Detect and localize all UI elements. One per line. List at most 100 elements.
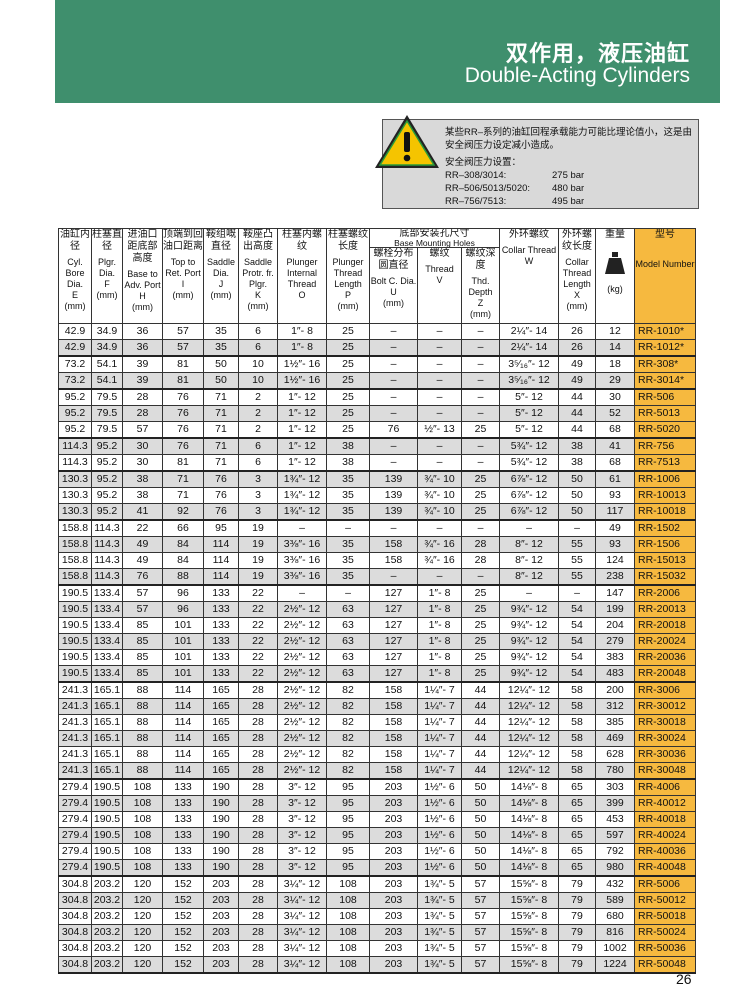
column-header: 型号 Model Number <box>634 228 696 324</box>
table-cell: 133 <box>203 584 239 602</box>
table-cell: 238 <box>595 568 635 586</box>
table-cell: 483 <box>595 665 635 683</box>
table-cell: 130.3 <box>58 503 92 521</box>
model-number-cell: RR-1502 <box>634 519 696 537</box>
table-cell: 49 <box>558 355 596 373</box>
table-cell: 158 <box>369 730 418 747</box>
table-cell: 84 <box>162 552 204 569</box>
table-cell: 203 <box>369 908 418 925</box>
table-cell: 38 <box>326 437 370 455</box>
table-cell: 114 <box>203 568 239 586</box>
table-cell: 76 <box>122 568 163 586</box>
table-row: 158.8 114.3 22 66 95 19– – – – – – –49 RR-1502 <box>58 519 696 537</box>
table-cell: 28 <box>238 956 278 974</box>
table-cell: 114 <box>162 714 204 731</box>
table-cell: 304.8 <box>58 956 92 974</box>
table-cell: 279.4 <box>58 811 92 828</box>
table-cell: 50 <box>558 470 596 488</box>
table-cell: 58 <box>558 746 596 763</box>
table-cell: 1¾″- 5 <box>417 956 462 974</box>
table-cell: 28 <box>238 843 278 860</box>
table-cell: 54 <box>558 617 596 634</box>
table-cell: 81 <box>162 355 204 373</box>
model-number-cell: RR-30036 <box>634 746 696 763</box>
table-cell: 6 <box>238 454 278 472</box>
table-cell: 165.1 <box>91 746 123 763</box>
table-cell: 25 <box>461 421 500 439</box>
table-cell: 453 <box>595 811 635 828</box>
table-cell: 79.5 <box>91 388 123 406</box>
table-cell: 50 <box>461 778 500 796</box>
table-cell: 57 <box>461 892 500 909</box>
column-header: 进油口距底部高度 Base to Adv. Port H (mm) <box>122 228 163 324</box>
table-cell: 114.3 <box>91 519 123 537</box>
table-cell: 190 <box>203 795 239 812</box>
table-cell: 158 <box>369 746 418 763</box>
table-cell: 58 <box>558 698 596 715</box>
table-cell: 12¼″- 12 <box>499 714 559 731</box>
table-cell: 66 <box>162 519 204 537</box>
table-cell: 108 <box>122 859 163 877</box>
table-cell: 816 <box>595 924 635 941</box>
table-cell: 1″- 12 <box>277 388 327 406</box>
table-cell: 76 <box>162 421 204 439</box>
table-row: 304.8 203.2 120 152 203 28 3¼″- 12 108 203 1¾″- 5… <box>58 940 696 957</box>
table-row: 190.5 133.4 57 96 133 22 2½″- 12 63 127 1″- 8 25 9¾… <box>58 601 696 618</box>
table-cell: 152 <box>162 940 204 957</box>
table-cell: 203 <box>369 940 418 957</box>
table-cell: 25 <box>461 487 500 504</box>
table-cell: 3¼″- 12 <box>277 908 327 925</box>
column-header: 螺栓分布圆直径 Bolt C. Dia. U (mm) <box>369 247 418 324</box>
table-cell: 165 <box>203 746 239 763</box>
table-cell: 65 <box>558 859 596 877</box>
warning-triangle-icon <box>375 115 439 168</box>
table-cell: 2½″- 12 <box>277 762 327 780</box>
table-cell: – <box>461 568 500 586</box>
model-number-cell: RR-3006 <box>634 681 696 699</box>
model-number-cell: RR-50036 <box>634 940 696 957</box>
table-cell: 203 <box>369 956 418 974</box>
table-cell: 5¾″- 12 <box>499 454 559 472</box>
table-cell: 19 <box>238 568 278 586</box>
table-cell: 279 <box>595 633 635 650</box>
table-cell: 165 <box>203 698 239 715</box>
table-cell: 58 <box>558 681 596 699</box>
table-cell: 76 <box>162 388 204 406</box>
table-cell: 38 <box>122 470 163 488</box>
table-cell: 120 <box>122 956 163 974</box>
table-cell: 114 <box>162 698 204 715</box>
table-cell: ¾″- 10 <box>417 470 462 488</box>
table-cell: 158 <box>369 698 418 715</box>
table-cell: 279.4 <box>58 827 92 844</box>
table-cell: 203 <box>203 940 239 957</box>
model-number-cell: RR-5013 <box>634 405 696 422</box>
table-cell: 39 <box>122 372 163 390</box>
table-cell: 2 <box>238 421 278 439</box>
table-cell: 25 <box>461 633 500 650</box>
table-cell: 133 <box>203 633 239 650</box>
table-cell: 2½″- 12 <box>277 714 327 731</box>
table-cell: 203.2 <box>91 875 123 893</box>
table-cell: 82 <box>326 746 370 763</box>
table-cell: 108 <box>122 795 163 812</box>
table-cell: – <box>369 339 418 357</box>
table-cell: 203 <box>203 875 239 893</box>
column-header: 外环螺纹 Collar Thread W <box>499 228 559 324</box>
table-row: 279.4 190.5 108 133 190 28 3″- 12 95 203 1½″- 6 50… <box>58 859 696 877</box>
table-cell: 108 <box>326 908 370 925</box>
model-number-cell: RR-3014* <box>634 372 696 390</box>
table-cell: 22 <box>238 617 278 634</box>
table-cell: 1½″- 6 <box>417 843 462 860</box>
page-number: 26 <box>676 971 692 987</box>
table-cell: 203 <box>369 795 418 812</box>
table-cell: 3″- 12 <box>277 827 327 844</box>
table-cell: 158 <box>369 714 418 731</box>
table-cell: 304.8 <box>58 924 92 941</box>
table-cell: 25 <box>326 421 370 439</box>
table-cell: 44 <box>461 730 500 747</box>
table-row: 190.5 133.4 85 101 133 22 2½″- 12 63 127 1″- 8 25 9… <box>58 649 696 666</box>
table-cell: 79 <box>558 892 596 909</box>
table-cell: 65 <box>558 811 596 828</box>
table-cell: 35 <box>326 503 370 521</box>
table-cell: 304.8 <box>58 875 92 893</box>
